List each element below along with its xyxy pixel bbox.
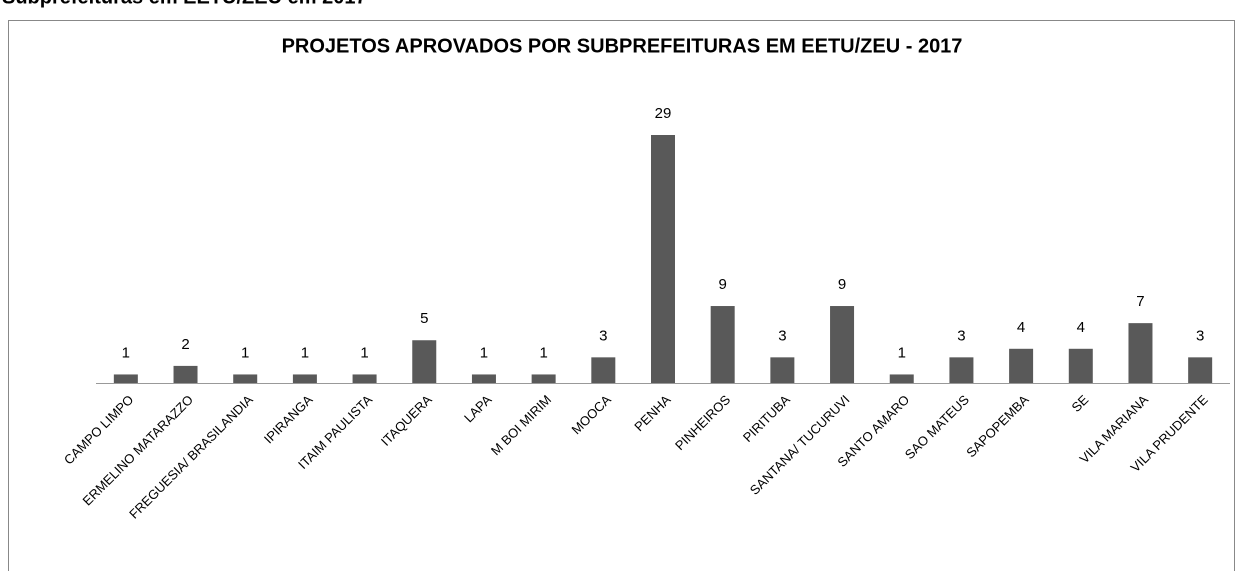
value-label: 7 [1136,293,1144,310]
value-label: 3 [957,327,965,344]
value-label: 1 [480,344,488,361]
value-label: 5 [420,310,428,327]
bar [471,374,496,383]
x-tick-label: FREGUESIA/ BRASILANDIA [126,392,256,522]
value-label: 3 [1196,327,1204,344]
bar [1188,357,1213,383]
bar [830,306,855,383]
bar [233,374,258,383]
x-tick-label: ITAQUERA [378,392,435,449]
bar [770,357,795,383]
bar [1128,323,1153,383]
value-label: 1 [360,344,368,361]
x-tick-label: SANTANA/ TUCURUVI [747,392,853,498]
value-label: 9 [719,276,727,293]
value-label: 4 [1017,319,1025,336]
value-label: 3 [599,327,607,344]
bar [710,306,735,383]
x-tick-label: PINHEIROS [672,392,733,453]
x-tick-label: SAPOPEMBA [963,392,1032,461]
bar [412,340,437,383]
x-tick-label: IPIRANGA [261,392,316,447]
value-label: 1 [898,344,906,361]
bar [531,374,556,383]
value-label: 9 [838,276,846,293]
chart-frame [8,20,1235,571]
header-text: Subprefeituras em EETU/ZEU em 2017 [2,0,367,8]
value-label: 2 [181,336,189,353]
x-tick-label: PENHA [631,392,674,435]
value-label: 1 [122,344,130,361]
x-tick-label: PIRITUBA [740,392,793,445]
bar [651,135,675,383]
value-label: 3 [778,327,786,344]
bar [352,374,377,383]
value-label: 29 [655,105,672,122]
bar [1009,348,1034,383]
bar [591,357,616,383]
x-tick-label: ERMELINO MATARAZZO [80,392,196,508]
x-tick-label: M BOI MIRIM [488,392,554,458]
x-tick-label: MOOCA [569,392,615,438]
bar [949,357,974,383]
x-tick-label: LAPA [461,392,495,426]
bar [113,374,138,383]
x-tick-label: SE [1068,392,1091,415]
value-label: 1 [301,344,309,361]
value-label: 1 [539,344,547,361]
value-label: 4 [1077,319,1085,336]
value-label: 1 [241,344,249,361]
chart-title: PROJETOS APROVADOS POR SUBPREFEITURAS EM… [282,35,963,57]
x-tick-label: SAO MATEUS [902,392,972,462]
bar [173,365,198,383]
bar [889,374,914,383]
bar [1068,348,1093,383]
bar [292,374,317,383]
